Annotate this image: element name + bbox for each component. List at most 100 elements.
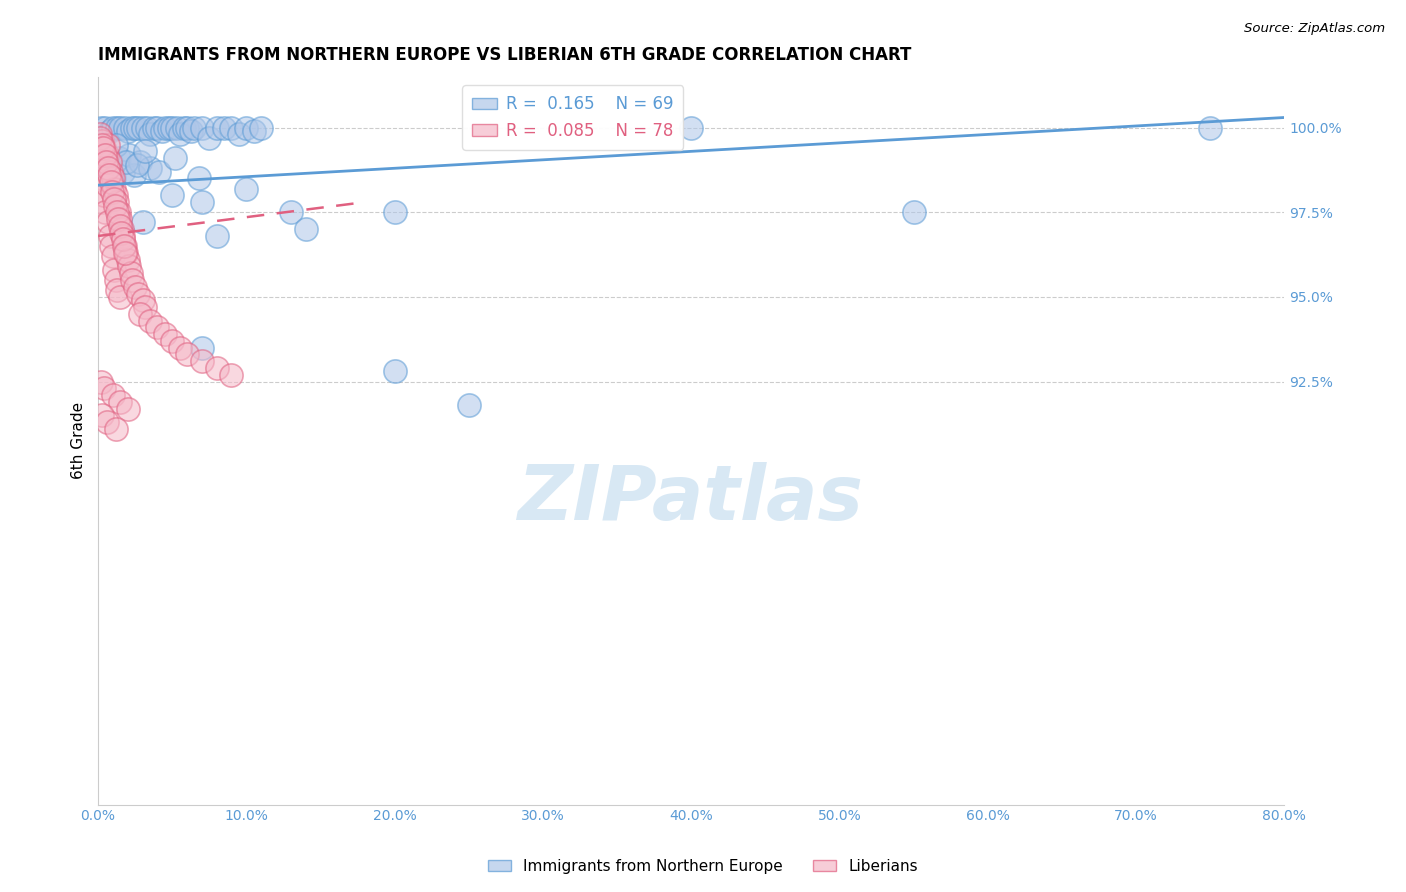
- Point: [112, 229, 135, 244]
- Point: [160, 188, 183, 202]
- Point: [120, 266, 142, 280]
- Text: ZIPatlas: ZIPatlas: [519, 462, 865, 536]
- Point: [110, 226, 132, 240]
- Point: [90, 375, 112, 389]
- Point: [107, 205, 129, 219]
- Point: [157, 120, 180, 135]
- Point: [228, 128, 250, 142]
- Point: [457, 398, 479, 412]
- Point: [100, 175, 122, 189]
- Text: IMMIGRANTS FROM NORTHERN EUROPE VS LIBERIAN 6TH GRADE CORRELATION CHART: IMMIGRANTS FROM NORTHERN EUROPE VS LIBER…: [98, 46, 911, 64]
- Point: [110, 120, 132, 135]
- Point: [384, 205, 406, 219]
- Point: [146, 320, 169, 334]
- Point: [294, 222, 316, 236]
- Point: [191, 354, 214, 368]
- Point: [110, 394, 132, 409]
- Point: [97, 215, 120, 229]
- Point: [96, 178, 118, 193]
- Point: [124, 279, 146, 293]
- Point: [114, 120, 136, 135]
- Point: [91, 409, 114, 423]
- Point: [235, 120, 257, 135]
- Point: [100, 239, 122, 253]
- Point: [98, 154, 121, 169]
- Point: [115, 246, 138, 260]
- Point: [153, 120, 176, 135]
- Point: [212, 120, 235, 135]
- Point: [143, 120, 166, 135]
- Point: [176, 347, 198, 361]
- Point: [205, 361, 228, 376]
- Point: [114, 246, 136, 260]
- Point: [93, 147, 115, 161]
- Point: [89, 128, 111, 142]
- Point: [160, 334, 183, 348]
- Point: [90, 171, 112, 186]
- Point: [114, 239, 136, 253]
- Point: [115, 154, 138, 169]
- Point: [94, 120, 117, 135]
- Point: [104, 188, 127, 202]
- Point: [148, 164, 170, 178]
- Point: [235, 181, 257, 195]
- Point: [100, 164, 122, 178]
- Point: [180, 124, 202, 138]
- Point: [124, 120, 146, 135]
- Point: [103, 192, 125, 206]
- Point: [112, 164, 135, 178]
- Point: [146, 120, 169, 135]
- Point: [191, 195, 214, 210]
- Point: [108, 219, 131, 233]
- Point: [96, 415, 118, 429]
- Point: [104, 137, 127, 152]
- Point: [205, 120, 228, 135]
- Point: [117, 252, 139, 267]
- Point: [131, 120, 153, 135]
- Point: [93, 141, 115, 155]
- Point: [169, 341, 191, 355]
- Point: [125, 158, 148, 172]
- Point: [101, 171, 124, 186]
- Point: [681, 120, 703, 135]
- Point: [96, 147, 118, 161]
- Point: [165, 151, 187, 165]
- Point: [134, 145, 156, 159]
- Point: [101, 120, 124, 135]
- Point: [187, 171, 209, 186]
- Point: [100, 154, 122, 169]
- Point: [153, 327, 176, 342]
- Point: [134, 300, 156, 314]
- Point: [242, 124, 264, 138]
- Point: [112, 239, 135, 253]
- Point: [104, 198, 127, 212]
- Point: [128, 307, 150, 321]
- Text: Source: ZipAtlas.com: Source: ZipAtlas.com: [1244, 22, 1385, 36]
- Point: [118, 147, 141, 161]
- Point: [105, 283, 128, 297]
- Legend: R =  0.165    N = 69, R =  0.085    N = 78: R = 0.165 N = 69, R = 0.085 N = 78: [463, 86, 683, 150]
- Point: [98, 229, 121, 244]
- Point: [101, 185, 124, 199]
- Point: [103, 262, 125, 277]
- Point: [198, 130, 221, 145]
- Point: [94, 205, 117, 219]
- Point: [121, 120, 143, 135]
- Point: [97, 137, 120, 152]
- Point: [205, 229, 228, 244]
- Point: [101, 388, 124, 402]
- Point: [105, 195, 128, 210]
- Point: [117, 401, 139, 416]
- Point: [94, 151, 117, 165]
- Point: [103, 171, 125, 186]
- Point: [90, 137, 112, 152]
- Point: [221, 120, 243, 135]
- Point: [91, 134, 114, 148]
- Point: [122, 168, 145, 182]
- Legend: Immigrants from Northern Europe, Liberians: Immigrants from Northern Europe, Liberia…: [482, 853, 924, 880]
- Point: [176, 120, 198, 135]
- Point: [105, 205, 128, 219]
- Point: [97, 161, 120, 176]
- Point: [110, 290, 132, 304]
- Point: [250, 120, 273, 135]
